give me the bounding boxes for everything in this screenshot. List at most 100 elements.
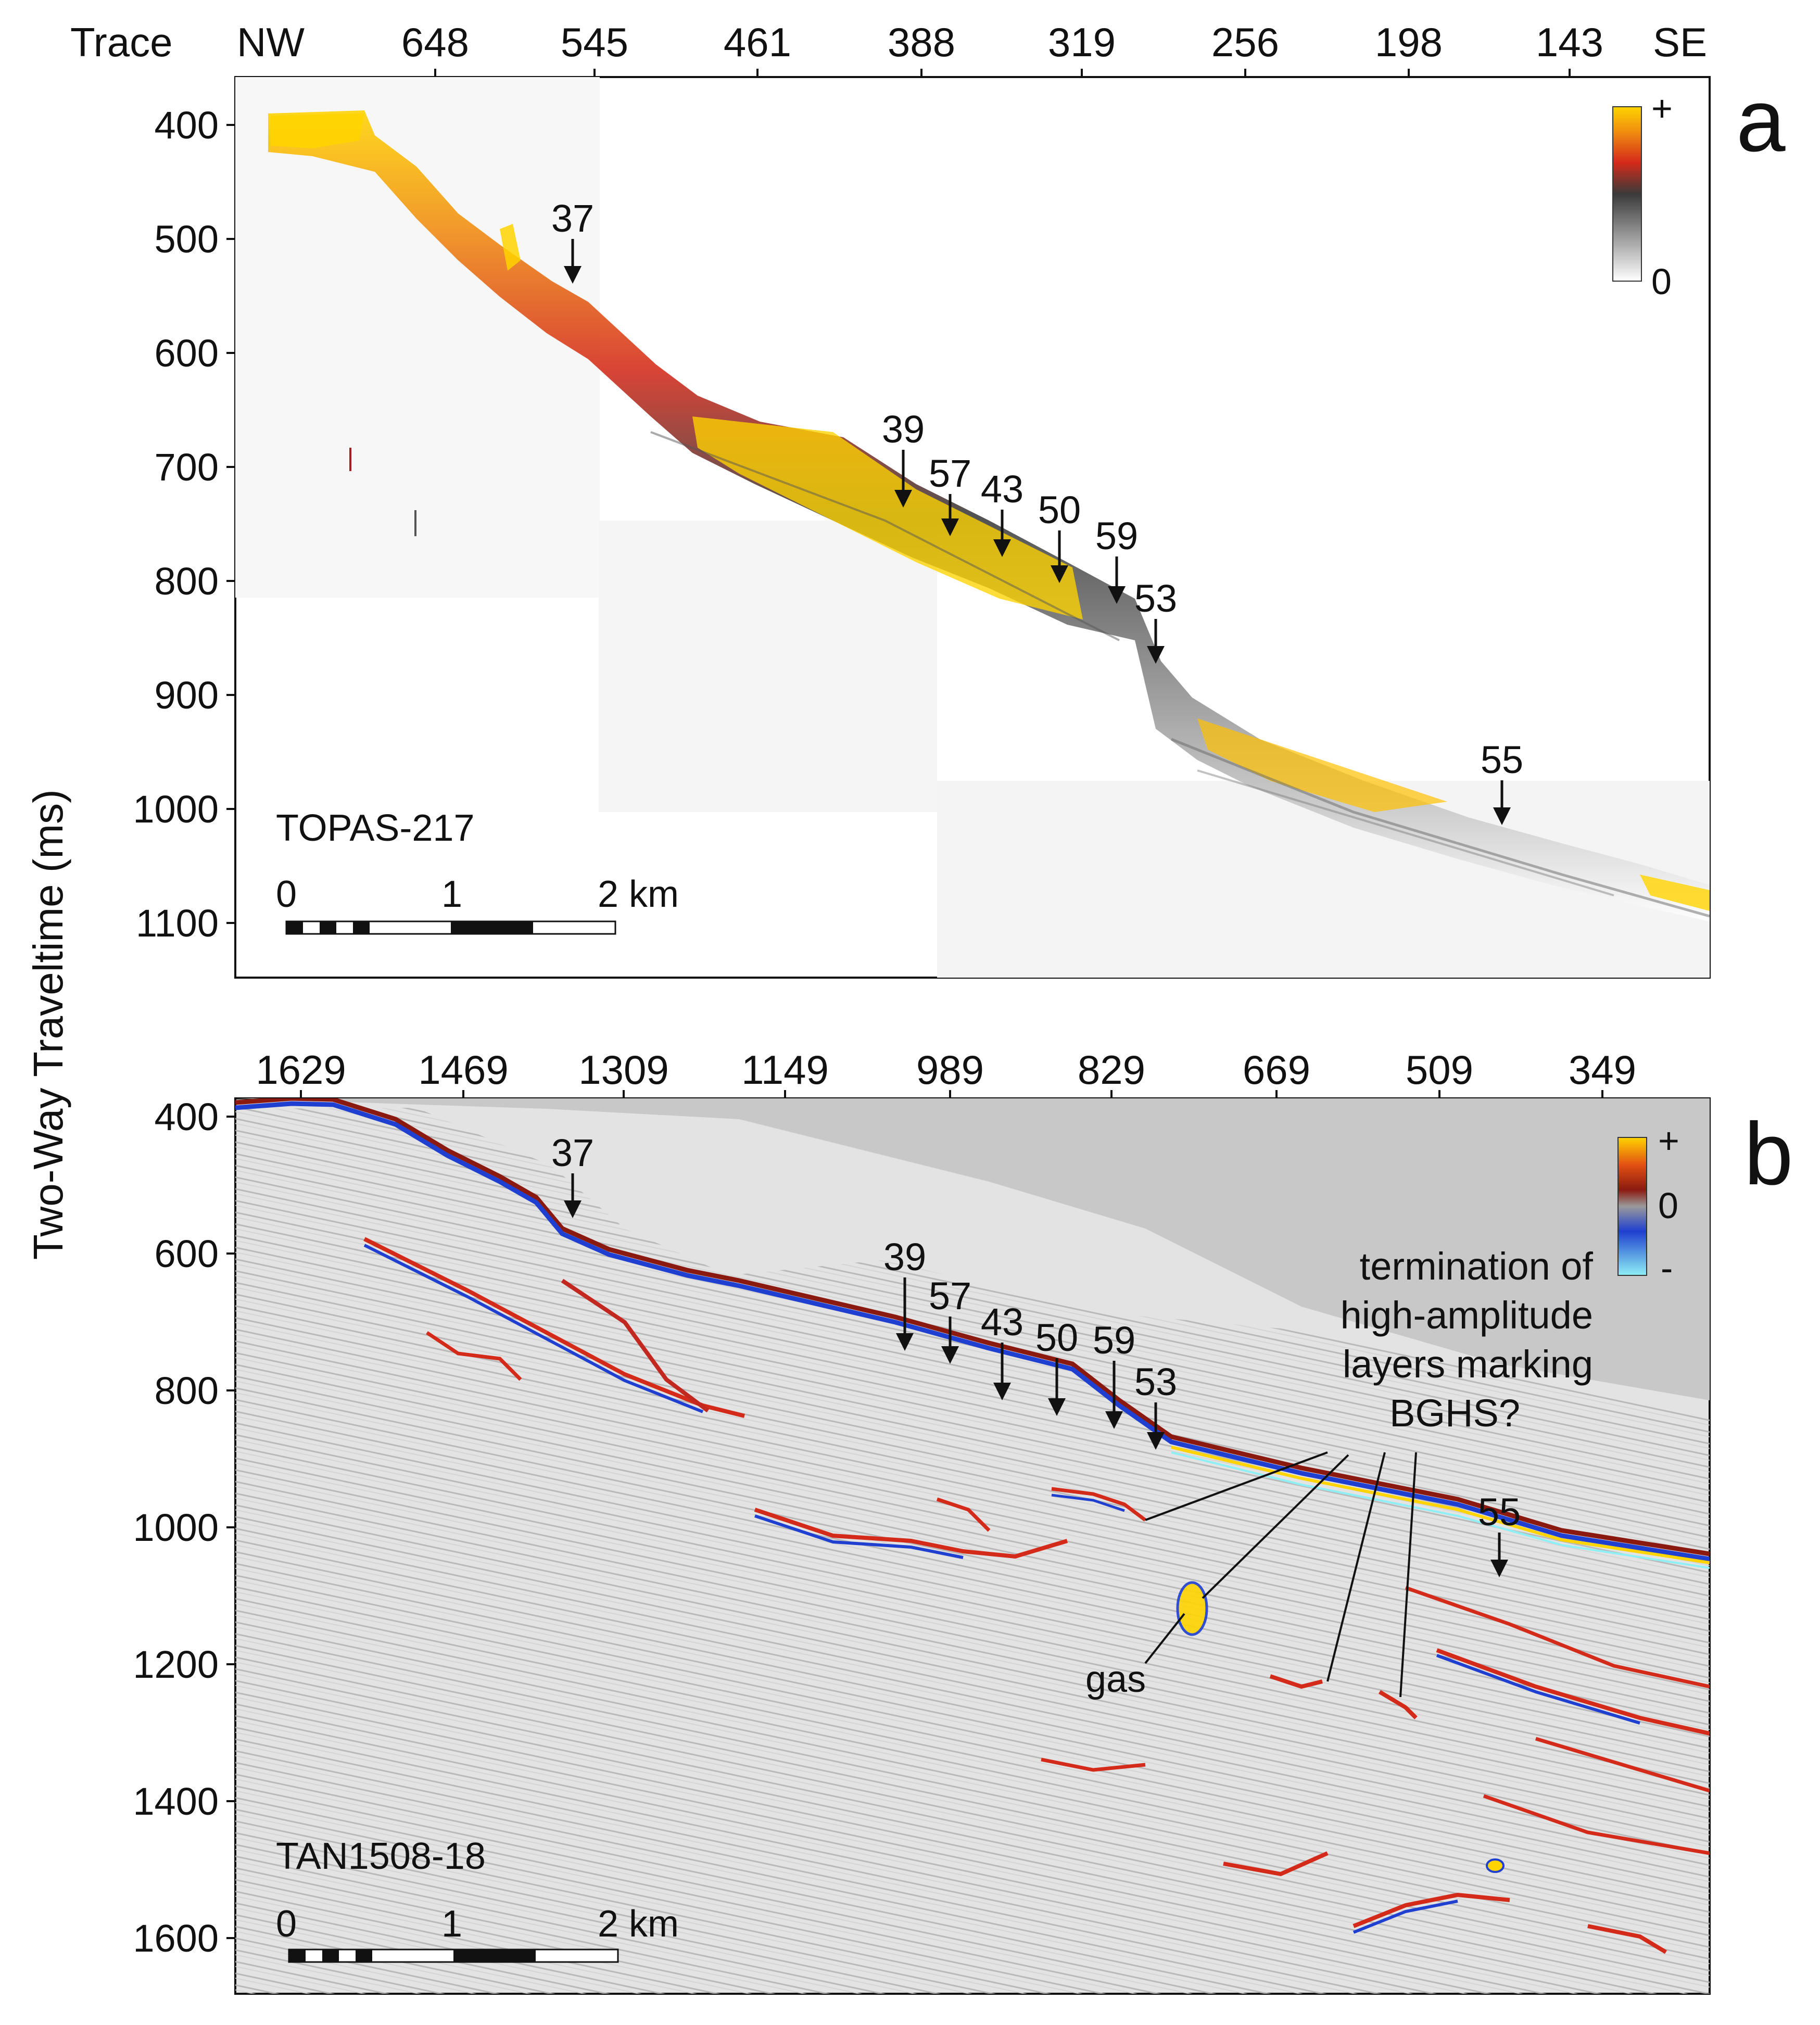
time-tick-label: 1200 bbox=[133, 1643, 219, 1686]
time-tick-label: 1400 bbox=[133, 1780, 219, 1823]
trace-axis-title: Trace bbox=[70, 19, 173, 65]
arrow-down-icon bbox=[1147, 646, 1165, 664]
panel-b-legend-minus: - bbox=[1661, 1248, 1673, 1288]
panel-b-amplitude-legend: + 0 - bbox=[1617, 1120, 1679, 1288]
trace-tick-label: 461 bbox=[724, 19, 791, 65]
time-tick-label: 400 bbox=[155, 1095, 219, 1138]
time-tick-label: 500 bbox=[155, 218, 219, 261]
panel-b-scale-0: 0 bbox=[276, 1903, 297, 1945]
marker-37: 37 bbox=[551, 197, 594, 284]
marker-57: 57 bbox=[929, 1274, 971, 1364]
marker-label: 53 bbox=[1134, 1360, 1177, 1403]
bghs-annotation: termination of high-amplitude layers mar… bbox=[1145, 1245, 1594, 1698]
arrow-down-icon bbox=[1493, 807, 1511, 825]
direction-se: SE bbox=[1653, 19, 1707, 65]
trace-tick-label: 349 bbox=[1569, 1047, 1636, 1093]
panel-a: Trace NW SE 648 545 461 388 319 256 198 143 bbox=[70, 19, 1786, 979]
marker-label: 37 bbox=[551, 1131, 594, 1174]
arrow-down-icon bbox=[1051, 565, 1068, 583]
annotation-line-1: termination of bbox=[1360, 1245, 1594, 1288]
marker-label: 39 bbox=[883, 1235, 926, 1279]
trace-tick-label: 989 bbox=[916, 1047, 984, 1093]
panel-a-time-ticks: 400 500 600 700 800 900 1000 1100 bbox=[133, 104, 235, 945]
marker-label: 59 bbox=[1095, 514, 1138, 558]
time-tick-label: 1600 bbox=[133, 1917, 219, 1960]
panel-a-scale-2: 2 km bbox=[598, 874, 679, 915]
panel-b-colorbar bbox=[1617, 1137, 1647, 1276]
marker-43: 43 bbox=[981, 1300, 1023, 1400]
arrow-down-icon bbox=[564, 1200, 582, 1218]
gas-annotation: gas bbox=[1085, 1613, 1185, 1700]
panel-b-legend-plus: + bbox=[1658, 1120, 1679, 1161]
panel-b-legend-zero: 0 bbox=[1658, 1185, 1678, 1226]
trace-tick-label: 509 bbox=[1406, 1047, 1473, 1093]
trace-tick-label: 1469 bbox=[418, 1047, 509, 1093]
marker-55: 55 bbox=[1481, 738, 1523, 825]
arrow-down-icon bbox=[896, 1333, 914, 1351]
marker-39: 39 bbox=[882, 408, 925, 508]
marker-57: 57 bbox=[929, 452, 971, 536]
marker-label: 37 bbox=[551, 197, 594, 240]
marker-label: 57 bbox=[929, 452, 971, 495]
time-tick-label: 800 bbox=[155, 560, 219, 603]
marker-43: 43 bbox=[981, 467, 1023, 557]
y-axis-title: Two-Way Traveltime (ms) bbox=[25, 789, 71, 1260]
arrow-down-icon bbox=[1490, 1560, 1508, 1577]
marker-55: 55 bbox=[1478, 1490, 1521, 1577]
panel-a-scale-0: 0 bbox=[276, 874, 297, 915]
trace-tick-label: 669 bbox=[1243, 1047, 1310, 1093]
marker-label: 43 bbox=[981, 1300, 1023, 1344]
gas-label: gas bbox=[1085, 1659, 1146, 1700]
panel-b-line-name: TAN1508-18 bbox=[276, 1836, 486, 1877]
annotation-line-3: layers marking bbox=[1343, 1343, 1593, 1386]
marker-37: 37 bbox=[551, 1131, 594, 1218]
panel-a-line-name: TOPAS-217 bbox=[276, 807, 475, 849]
time-tick-label: 800 bbox=[155, 1369, 219, 1412]
panel-a-legend-plus: + bbox=[1651, 88, 1673, 129]
marker-label: 50 bbox=[1038, 488, 1081, 531]
panel-b-seismic-image bbox=[235, 1098, 1710, 1994]
trace-tick-label: 1149 bbox=[741, 1047, 829, 1093]
trace-tick-label: 388 bbox=[888, 19, 955, 65]
panel-a-colorbar bbox=[1612, 106, 1642, 282]
panel-b-scale-2: 2 km bbox=[598, 1903, 679, 1945]
time-tick-label: 1000 bbox=[133, 788, 219, 831]
arrow-down-icon bbox=[1105, 1411, 1123, 1429]
trace-tick-label: 1629 bbox=[256, 1047, 346, 1093]
panel-a-scale-bar: 0 1 2 km bbox=[276, 874, 679, 935]
panel-b-scale-bar: 0 1 2 km bbox=[276, 1903, 679, 1963]
marker-label: 55 bbox=[1481, 738, 1523, 781]
trace-tick-label: 1309 bbox=[578, 1047, 669, 1093]
panel-b-scale-1: 1 bbox=[441, 1903, 462, 1945]
marker-label: 50 bbox=[1035, 1316, 1078, 1359]
marker-label: 39 bbox=[882, 408, 925, 451]
direction-nw: NW bbox=[237, 19, 305, 65]
arrow-down-icon bbox=[941, 518, 959, 536]
marker-59: 59 bbox=[1093, 1319, 1135, 1429]
arrow-down-icon bbox=[993, 539, 1011, 557]
marker-59: 59 bbox=[1095, 514, 1138, 604]
trace-tick-label: 545 bbox=[561, 19, 628, 65]
arrow-down-icon bbox=[1048, 1398, 1066, 1416]
time-tick-label: 700 bbox=[155, 446, 219, 489]
panel-a-seismic-image bbox=[235, 77, 1710, 978]
arrow-down-icon bbox=[1108, 586, 1126, 604]
marker-label: 59 bbox=[1093, 1319, 1135, 1362]
annotation-line-4: BGHS? bbox=[1389, 1391, 1520, 1435]
panel-b-time-ticks: 400 600 800 1000 1200 1400 1600 bbox=[133, 1095, 235, 1960]
marker-53: 53 bbox=[1134, 577, 1177, 664]
panel-a-letter: a bbox=[1736, 71, 1786, 170]
trace-tick-label: 256 bbox=[1211, 19, 1279, 65]
trace-tick-label: 143 bbox=[1536, 19, 1603, 65]
panel-a-amplitude-legend: + 0 bbox=[1612, 88, 1673, 302]
marker-label: 43 bbox=[981, 467, 1023, 511]
trace-tick-label: 829 bbox=[1078, 1047, 1145, 1093]
trace-tick-label: 198 bbox=[1375, 19, 1443, 65]
trace-tick-label: 648 bbox=[401, 19, 469, 65]
arrow-down-icon bbox=[1147, 1432, 1165, 1450]
panel-b-letter: b bbox=[1744, 1105, 1793, 1204]
marker-label: 57 bbox=[929, 1274, 971, 1318]
